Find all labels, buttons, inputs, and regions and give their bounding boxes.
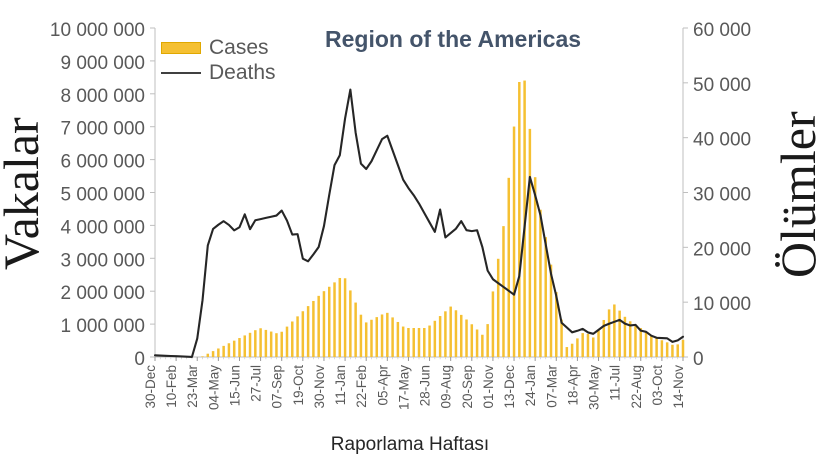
- svg-text:03-Oct: 03-Oct: [650, 365, 665, 406]
- svg-text:18-Apr: 18-Apr: [565, 365, 580, 406]
- svg-text:4 000 000: 4 000 000: [60, 217, 145, 238]
- svg-text:30 000: 30 000: [693, 185, 751, 206]
- svg-text:30-Dec: 30-Dec: [143, 365, 158, 409]
- svg-text:2 000 000: 2 000 000: [60, 283, 145, 304]
- svg-text:07-Mar: 07-Mar: [544, 365, 559, 408]
- svg-text:05-Apr: 05-Apr: [375, 365, 390, 406]
- svg-text:10 000: 10 000: [693, 294, 751, 315]
- svg-text:22-Aug: 22-Aug: [629, 365, 644, 409]
- svg-text:40 000: 40 000: [693, 130, 751, 151]
- svg-text:27-Jul: 27-Jul: [249, 365, 264, 402]
- svg-text:13-Dec: 13-Dec: [502, 365, 517, 409]
- svg-text:50 000: 50 000: [693, 75, 751, 96]
- svg-text:6 000 000: 6 000 000: [60, 152, 145, 173]
- svg-text:23-Mar: 23-Mar: [185, 365, 200, 408]
- svg-text:22-Feb: 22-Feb: [354, 365, 369, 408]
- svg-text:20 000: 20 000: [693, 239, 751, 260]
- svg-text:0: 0: [693, 349, 704, 370]
- svg-text:11-Jul: 11-Jul: [608, 365, 623, 401]
- svg-text:10-Feb: 10-Feb: [164, 365, 179, 408]
- svg-text:20-Sep: 20-Sep: [460, 365, 475, 409]
- svg-text:3 000 000: 3 000 000: [60, 250, 145, 271]
- svg-text:1 000 000: 1 000 000: [60, 316, 145, 337]
- svg-text:28-Jun: 28-Jun: [418, 365, 433, 406]
- svg-text:09-Aug: 09-Aug: [439, 365, 454, 409]
- svg-text:11-Jan: 11-Jan: [333, 365, 348, 405]
- svg-text:14-Nov: 14-Nov: [671, 365, 686, 409]
- svg-text:19-Oct: 19-Oct: [291, 365, 306, 406]
- svg-text:01-Nov: 01-Nov: [481, 365, 496, 409]
- svg-text:8 000 000: 8 000 000: [60, 86, 145, 107]
- svg-text:30-Nov: 30-Nov: [312, 365, 327, 409]
- svg-text:5 000 000: 5 000 000: [60, 185, 145, 206]
- svg-text:15-Jun: 15-Jun: [227, 365, 242, 406]
- svg-text:9 000 000: 9 000 000: [60, 53, 145, 74]
- svg-text:7 000 000: 7 000 000: [60, 119, 145, 140]
- svg-text:17-May: 17-May: [396, 365, 411, 410]
- svg-text:30-May: 30-May: [587, 365, 602, 410]
- svg-text:10 000 000: 10 000 000: [50, 20, 145, 41]
- svg-text:04-May: 04-May: [206, 365, 221, 410]
- svg-text:24-Jan: 24-Jan: [523, 365, 538, 406]
- svg-text:07-Sep: 07-Sep: [270, 365, 285, 409]
- svg-text:60 000: 60 000: [693, 20, 751, 41]
